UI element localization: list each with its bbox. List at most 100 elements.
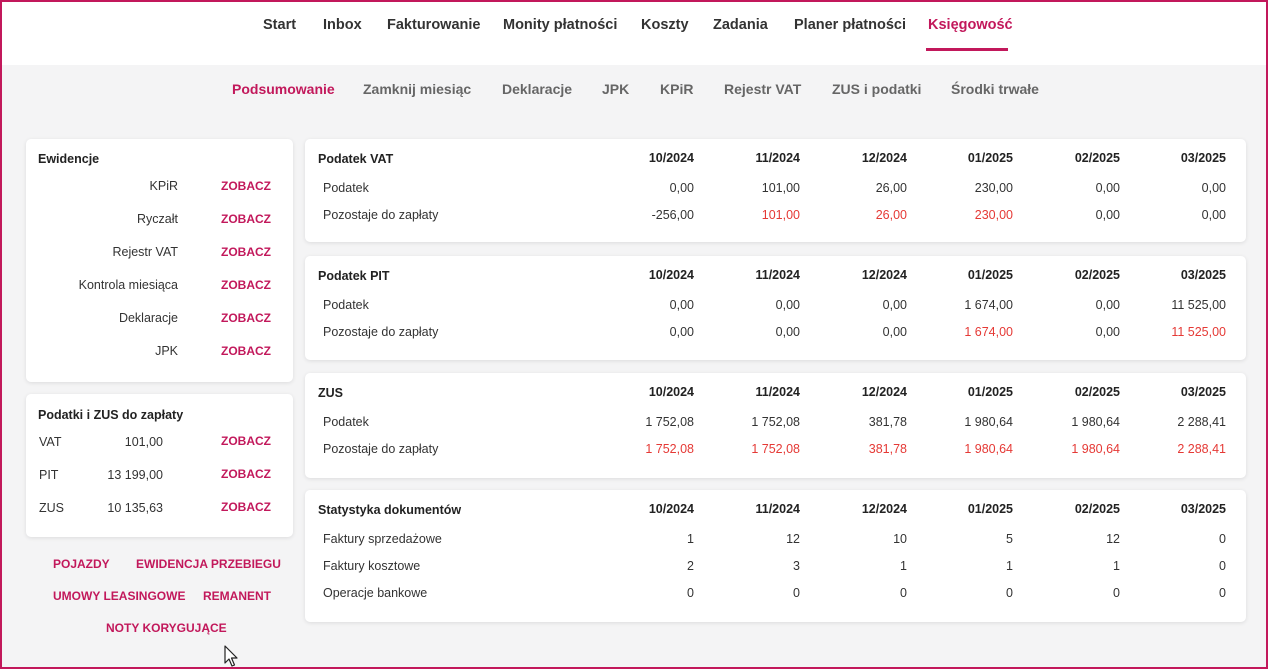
column-header: 03/2025: [1180, 268, 1226, 282]
table-cell: 0: [793, 586, 800, 600]
ewidencje-label: Rejestr VAT: [112, 245, 178, 259]
table-cell: 0,00: [775, 298, 800, 312]
top-nav-koszty[interactable]: Koszty: [641, 17, 689, 33]
table-cell: 11 525,00: [1171, 298, 1226, 312]
top-nav-ksiegowosc[interactable]: Księgowość: [928, 17, 1013, 33]
ewidencje-label: JPK: [155, 344, 178, 358]
top-nav-fakturowanie[interactable]: Fakturowanie: [387, 17, 481, 33]
table-cell: 0,00: [882, 325, 907, 339]
table-cell: 12: [786, 532, 800, 546]
sub-nav-zus-podatki[interactable]: ZUS i podatki: [832, 81, 922, 97]
table-cell: 101,00: [761, 208, 800, 222]
table-cell: 230,00: [974, 208, 1013, 222]
table-cell: 0: [1219, 586, 1226, 600]
row-label: Pozostaje do zapłaty: [323, 208, 439, 222]
table-cell: 12: [1106, 532, 1120, 546]
column-header: 12/2024: [861, 502, 907, 516]
table-title: Statystyka dokumentów: [318, 503, 462, 517]
table-cell: 0,00: [775, 325, 800, 339]
table-cell: 1 674,00: [964, 325, 1013, 339]
table-cell: 0: [1113, 586, 1120, 600]
table-cell: 381,78: [868, 442, 907, 456]
column-header: 03/2025: [1180, 502, 1226, 516]
zobacz-link-vat[interactable]: ZOBACZ: [221, 434, 271, 448]
table-title: ZUS: [318, 386, 343, 400]
active-tab-underline: [926, 48, 1008, 51]
link-noty-korygujace[interactable]: NOTY KORYGUJĄCE: [106, 621, 227, 635]
table-cell: 1 674,00: [964, 298, 1013, 312]
top-nav: Start Inbox Fakturowanie Monity płatnośc…: [2, 2, 1266, 65]
link-pojazdy[interactable]: POJAZDY: [53, 557, 110, 571]
ewidencje-label: Ryczałt: [137, 212, 178, 226]
column-header: 03/2025: [1180, 151, 1226, 165]
zobacz-link-zus[interactable]: ZOBACZ: [221, 500, 271, 514]
sub-nav-zamknij-miesiac[interactable]: Zamknij miesiąc: [363, 81, 472, 97]
zobacz-link-ryczalt[interactable]: ZOBACZ: [221, 212, 271, 226]
top-nav-inbox[interactable]: Inbox: [323, 17, 362, 33]
column-header: 11/2024: [755, 151, 801, 165]
table-cell: 0,00: [1201, 208, 1226, 222]
table-cell: 2: [687, 559, 694, 573]
table-cell: 1 980,64: [1071, 415, 1120, 429]
top-nav-monity[interactable]: Monity płatności: [503, 17, 618, 33]
sub-nav-rejestr-vat[interactable]: Rejestr VAT: [724, 81, 802, 97]
table-cell: 1 752,08: [645, 415, 694, 429]
table-title: Podatek VAT: [318, 152, 394, 166]
row-label: Podatek: [323, 415, 369, 429]
table-cell: 0,00: [882, 298, 907, 312]
table-cell: 0,00: [1095, 208, 1120, 222]
row-label: Faktury kosztowe: [323, 559, 421, 573]
column-header: 01/2025: [967, 268, 1013, 282]
table-card-zus: ZUS 10/2024 11/2024 12/2024 01/2025 02/2025 03…: [305, 373, 1246, 478]
top-nav-planer[interactable]: Planer płatności: [794, 17, 907, 33]
top-nav-zadania[interactable]: Zadania: [713, 17, 768, 33]
table-cell: 0,00: [669, 325, 694, 339]
podatki-amount-zus: 10 135,63: [107, 501, 163, 515]
table-cell: 0,00: [1095, 181, 1120, 195]
table-cell: 1 752,08: [751, 442, 800, 456]
table-cell: 0: [1006, 586, 1013, 600]
column-header: 01/2025: [967, 502, 1013, 516]
table-cell: 381,78: [868, 415, 907, 429]
link-ewidencja-przebiegu[interactable]: EWIDENCJA PRZEBIEGU: [136, 557, 281, 571]
table-cell: -256,00: [651, 208, 694, 222]
ewidencje-label: Deklaracje: [118, 311, 178, 325]
ewidencje-label: KPiR: [149, 179, 178, 193]
table-cell: 230,00: [974, 181, 1013, 195]
table-cell: 1 752,08: [645, 442, 694, 456]
column-header: 03/2025: [1180, 385, 1226, 399]
ewidencje-card: Ewidencje KPiR ZOBACZ Ryczałt ZOBACZ Rej…: [26, 139, 293, 382]
column-header: 10/2024: [648, 268, 694, 282]
column-header: 02/2025: [1074, 151, 1120, 165]
sub-nav-srodki-trwale[interactable]: Środki trwałe: [951, 81, 1039, 97]
top-nav-start[interactable]: Start: [263, 17, 297, 33]
sub-nav-deklaracje[interactable]: Deklaracje: [502, 81, 573, 97]
sub-nav-kpir[interactable]: KPiR: [660, 81, 694, 97]
zobacz-link-kontrola-miesiaca[interactable]: ZOBACZ: [221, 278, 271, 292]
table-cell: 1: [1113, 559, 1120, 573]
table-cell: 1: [900, 559, 907, 573]
sub-nav-jpk[interactable]: JPK: [602, 81, 630, 97]
zobacz-link-pit[interactable]: ZOBACZ: [221, 467, 271, 481]
table-card-podatek-vat: Podatek VAT 10/2024 11/2024 12/2024 01/2025 0…: [305, 139, 1246, 242]
zobacz-link-deklaracje[interactable]: ZOBACZ: [221, 311, 271, 325]
link-remanent[interactable]: REMANENT: [203, 589, 271, 603]
table-cell: 0,00: [1201, 181, 1226, 195]
podatki-amount-vat: 101,00: [124, 435, 163, 449]
table-card-statystyka-dokumentow: Statystyka dokumentów 10/2024 11/2024 12/20…: [305, 490, 1246, 622]
podatki-label-vat: VAT: [39, 435, 62, 449]
column-header: 02/2025: [1074, 268, 1120, 282]
sub-nav: Podsumowanie Zamknij miesiąc Deklaracje …: [0, 65, 1268, 113]
zobacz-link-kpir[interactable]: ZOBACZ: [221, 179, 271, 193]
table-cell: 0: [900, 586, 907, 600]
column-header: 11/2024: [755, 502, 801, 516]
sub-nav-podsumowanie[interactable]: Podsumowanie: [232, 81, 335, 97]
zobacz-link-jpk[interactable]: ZOBACZ: [221, 344, 271, 358]
podatki-label-zus: ZUS: [39, 501, 64, 515]
link-umowy-leasingowe[interactable]: UMOWY LEASINGOWE: [53, 589, 186, 603]
column-header: 11/2024: [755, 268, 801, 282]
table-cell: 0: [1219, 559, 1226, 573]
podatki-amount-pit: 13 199,00: [107, 468, 163, 482]
table-cell: 1: [1006, 559, 1013, 573]
zobacz-link-rejestr-vat[interactable]: ZOBACZ: [221, 245, 271, 259]
